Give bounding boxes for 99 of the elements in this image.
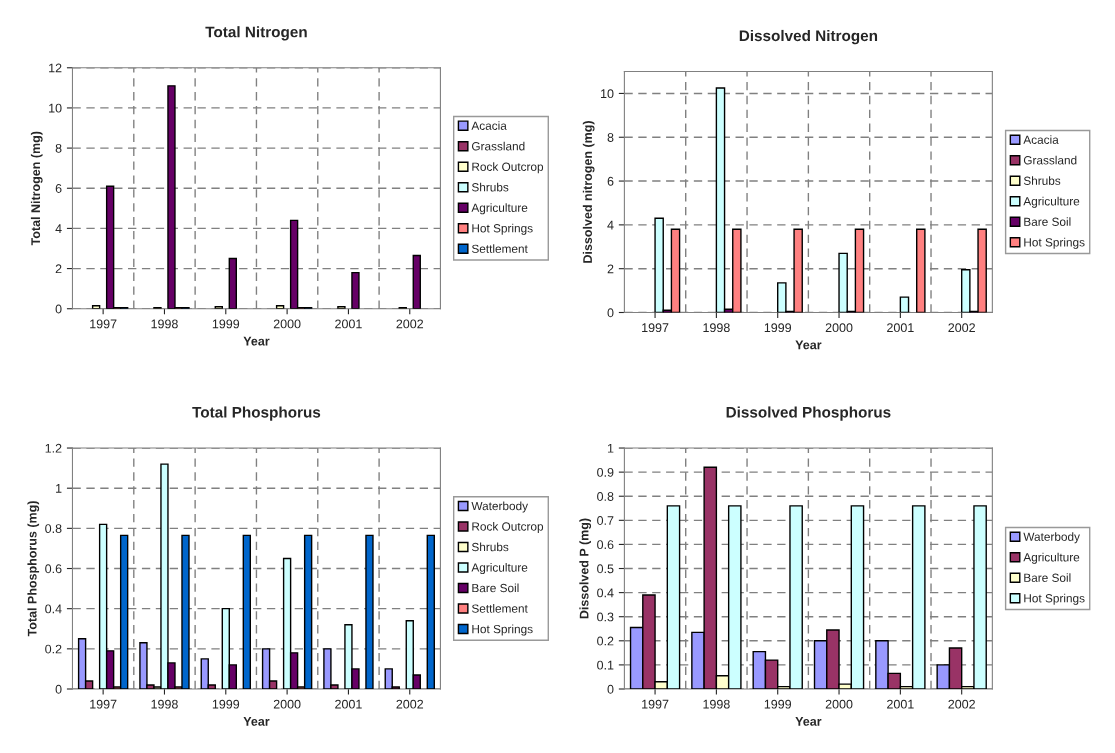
y-tick-label: 0 (607, 684, 614, 694)
y-tick-label: 12 (49, 63, 62, 73)
x-axis-title: Year (795, 340, 822, 350)
legend-label: Grassland (471, 141, 525, 151)
bar (412, 254, 421, 309)
y-tick-label: 2 (55, 264, 62, 274)
legend-label: Rock Outcrop (472, 162, 544, 174)
x-axis-title: Year (243, 717, 270, 726)
legend-label: Settlement (471, 244, 528, 253)
y-tick-label: 0.6 (597, 540, 614, 550)
legend-label: Hot Springs (472, 624, 533, 636)
x-tick-label: 1999 (212, 699, 240, 709)
y-tick-label: 6 (607, 176, 614, 186)
x-tick-label: 1997 (642, 699, 669, 709)
y-tick-label: 0.6 (45, 564, 62, 574)
y-tick-label: 0.7 (597, 516, 614, 525)
x-tick-label: 2001 (887, 699, 914, 709)
legend-label: Hot Springs (1024, 593, 1085, 605)
legend-label: Shrubs (1023, 176, 1061, 185)
x-tick-label: 2000 (825, 323, 853, 333)
y-axis-title: Dissolved P (mg) (579, 518, 592, 619)
legend-label: Bare Soil (1024, 217, 1071, 226)
legend-label: Rock Outcrop (472, 522, 544, 534)
legend-label: Hot Springs (1024, 237, 1085, 249)
y-tick-label: 1 (56, 484, 62, 493)
legend-label: Agriculture (471, 563, 528, 575)
y-tick-label: 4 (55, 224, 62, 233)
legend-label: Waterbody (471, 501, 529, 513)
legend-label: Acacia (1023, 135, 1059, 144)
y-tick-label: 0 (55, 304, 62, 314)
y-tick-label: 0 (55, 684, 62, 694)
bar (228, 257, 237, 309)
bar (899, 296, 910, 313)
y-tick-label: 8 (55, 143, 62, 153)
legend-label: Shrubs (471, 182, 509, 192)
y-tick-label: 2 (607, 264, 614, 274)
x-tick-label: 2002 (948, 323, 975, 333)
legend-label: Agriculture (1023, 196, 1080, 208)
y-tick-label: 8 (607, 133, 614, 142)
y-tick-label: 0.8 (45, 524, 62, 534)
legend-label: Agriculture (1023, 552, 1080, 564)
x-tick-label: 1997 (90, 319, 117, 329)
y-tick-label: 0.5 (597, 564, 614, 574)
y-tick-label: 0.2 (45, 644, 62, 654)
y-tick-label: 0.1 (597, 660, 614, 670)
x-tick-label: 2000 (273, 699, 301, 709)
x-tick-label: 2002 (948, 699, 975, 709)
legend-label: Hot Springs (472, 223, 533, 235)
bar (426, 534, 435, 689)
chart-title: Dissolved Nitrogen (739, 29, 878, 45)
x-tick-label: 1999 (212, 319, 240, 329)
bar (351, 271, 360, 309)
x-axis-title: Year (795, 717, 822, 726)
x-tick-label: 2000 (273, 319, 301, 329)
chart-title: Total Phosphorus (192, 406, 321, 421)
x-tick-label: 2001 (335, 319, 362, 329)
legend-label: Agriculture (471, 203, 528, 215)
x-tick-label: 1997 (90, 699, 117, 709)
legend-label: Bare Soil (1024, 573, 1071, 582)
y-tick-label: 1 (607, 443, 614, 453)
legend-label: Acacia (471, 121, 507, 130)
legend-label: Settlement (471, 604, 528, 613)
legend-label: Shrubs (471, 542, 509, 552)
x-axis-title: Year (243, 336, 270, 346)
y-tick-label: 0.3 (597, 612, 614, 622)
y-tick-label: 0.2 (597, 636, 614, 646)
y-axis-title: Total Phosphorus (mg) (27, 501, 40, 637)
x-tick-label: 2002 (396, 319, 424, 329)
y-tick-label: 10 (49, 103, 62, 113)
x-tick-label: 2002 (396, 699, 424, 709)
x-tick-label: 1998 (151, 319, 178, 329)
x-tick-label: 1999 (764, 323, 792, 333)
y-tick-label: 10 (601, 89, 614, 99)
x-tick-label: 1999 (764, 699, 792, 709)
y-tick-label: 0.8 (597, 492, 614, 501)
y-tick-label: 1.2 (45, 443, 62, 453)
x-tick-label: 1998 (703, 699, 730, 709)
chart-title: Dissolved Phosphorus (726, 406, 891, 421)
y-tick-label: 0.9 (597, 467, 614, 477)
bar (916, 228, 926, 313)
x-tick-label: 2001 (335, 699, 362, 709)
chart-title: Total Nitrogen (205, 26, 307, 41)
legend-label: Grassland (1023, 155, 1077, 165)
y-tick-label: 6 (55, 184, 62, 193)
bar (242, 534, 252, 689)
legend-label: Waterbody (1023, 532, 1080, 544)
y-tick-label: 0.4 (45, 604, 62, 614)
x-tick-label: 2000 (825, 699, 853, 709)
y-tick-label: 4 (607, 220, 614, 230)
x-tick-label: 1998 (151, 699, 178, 709)
legend-label: Bare Soil (472, 583, 519, 593)
y-tick-label: 0 (607, 308, 614, 318)
y-axis-title: Total Nitrogen (mg) (30, 131, 43, 246)
y-tick-label: 0.4 (597, 588, 614, 598)
bar (365, 534, 374, 689)
x-tick-label: 2001 (887, 323, 914, 333)
x-tick-label: 1998 (703, 323, 730, 333)
x-tick-label: 1997 (642, 323, 669, 333)
y-axis-title: Dissolved nitrogen (mg) (582, 121, 595, 263)
